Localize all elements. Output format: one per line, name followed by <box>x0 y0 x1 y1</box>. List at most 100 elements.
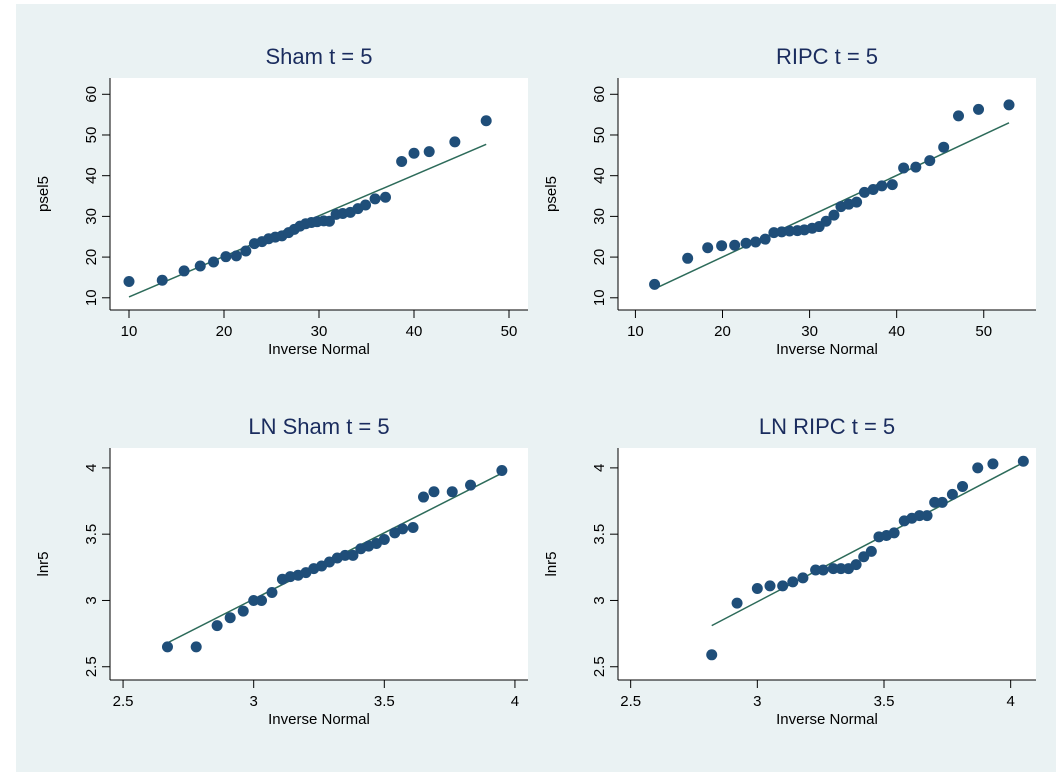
data-point <box>190 641 202 653</box>
x-tick-label: 30 <box>801 323 818 340</box>
data-point <box>123 276 135 288</box>
data-point <box>423 146 435 158</box>
x-tick-label: 3.5 <box>374 693 395 710</box>
x-tick-label: 3 <box>753 693 761 710</box>
data-point <box>360 199 372 211</box>
x-tick-label: 10 <box>121 323 138 340</box>
x-axis-label: Inverse Normal <box>776 711 878 728</box>
data-point <box>740 237 752 249</box>
data-point <box>465 479 477 491</box>
data-point <box>929 496 941 508</box>
x-axis-label: Inverse Normal <box>268 341 370 358</box>
x-tick-label: 4 <box>1006 693 1014 710</box>
data-point <box>178 265 190 277</box>
y-tick-label: 3 <box>83 596 100 604</box>
y-tick-label: 10 <box>83 289 100 306</box>
data-point <box>784 225 796 237</box>
y-tick-label: 40 <box>83 167 100 184</box>
data-point <box>797 572 809 584</box>
data-point <box>380 191 391 203</box>
data-point <box>446 486 458 498</box>
data-point <box>194 260 206 272</box>
data-point <box>957 480 969 492</box>
x-tick-label: 20 <box>714 323 731 340</box>
data-point <box>924 155 936 167</box>
y-tick-label: 20 <box>591 249 608 266</box>
x-tick-label: 2.5 <box>113 693 134 710</box>
data-point <box>230 250 242 262</box>
data-point <box>266 587 278 599</box>
data-point <box>876 180 888 192</box>
data-point <box>161 641 173 653</box>
data-point <box>858 186 870 198</box>
data-point <box>480 115 492 127</box>
y-tick-label: 30 <box>591 208 608 225</box>
data-point <box>156 274 168 286</box>
data-point <box>220 251 232 263</box>
y-tick-label: 3.5 <box>591 524 608 545</box>
plot-area <box>618 78 1036 310</box>
data-point <box>835 563 847 575</box>
data-point <box>865 545 877 557</box>
plot-area <box>110 78 528 310</box>
data-point <box>886 179 898 191</box>
data-point <box>750 236 762 248</box>
y-tick-label: 10 <box>591 289 608 306</box>
data-point <box>397 523 409 535</box>
panel-title: LN Sham t = 5 <box>248 414 389 439</box>
y-axis-label: lnr5 <box>543 551 560 576</box>
y-axis-label: psel5 <box>543 176 560 212</box>
data-point <box>759 233 771 245</box>
data-point <box>347 549 359 561</box>
data-point <box>1017 455 1029 467</box>
data-point <box>820 215 832 227</box>
data-point <box>496 465 508 477</box>
y-tick-label: 2.5 <box>591 656 608 677</box>
data-point <box>851 196 863 208</box>
y-tick-label: 50 <box>591 127 608 144</box>
data-point <box>938 141 950 153</box>
y-tick-label: 60 <box>83 86 100 103</box>
data-point <box>449 136 461 148</box>
x-axis-label: Inverse Normal <box>268 711 370 728</box>
y-axis-label: lnr5 <box>35 551 52 576</box>
y-tick-label: 50 <box>83 127 100 144</box>
data-point <box>706 649 718 661</box>
data-point <box>237 605 249 617</box>
data-point <box>936 496 948 508</box>
data-point <box>339 549 351 561</box>
x-tick-label: 3 <box>250 693 258 710</box>
y-tick-label: 30 <box>83 208 100 225</box>
data-point <box>682 252 694 264</box>
data-point <box>649 278 661 290</box>
x-tick-label: 40 <box>406 323 423 340</box>
data-point <box>913 510 925 522</box>
x-tick-label: 20 <box>216 323 233 340</box>
data-point <box>888 527 900 539</box>
data-point <box>867 184 879 196</box>
data-point <box>817 564 829 576</box>
reference-line <box>654 122 1010 290</box>
data-point <box>224 612 236 624</box>
data-point <box>972 462 984 474</box>
data-point <box>946 488 958 500</box>
data-point <box>787 576 799 588</box>
x-tick-label: 2.5 <box>620 693 641 710</box>
data-point <box>777 580 789 592</box>
data-point <box>751 583 763 595</box>
data-point <box>716 240 728 252</box>
x-tick-label: 30 <box>311 323 328 340</box>
panel-title: RIPC t = 5 <box>776 44 878 69</box>
x-axis-label: Inverse Normal <box>776 341 878 358</box>
data-point <box>208 256 220 268</box>
data-point <box>827 563 839 575</box>
data-point <box>850 559 862 571</box>
data-point <box>828 209 840 221</box>
data-point <box>240 245 252 257</box>
y-tick-label: 60 <box>591 86 608 103</box>
x-tick-label: 3.5 <box>874 693 895 710</box>
data-point <box>378 533 390 545</box>
data-point <box>396 155 408 167</box>
data-point <box>248 594 260 606</box>
